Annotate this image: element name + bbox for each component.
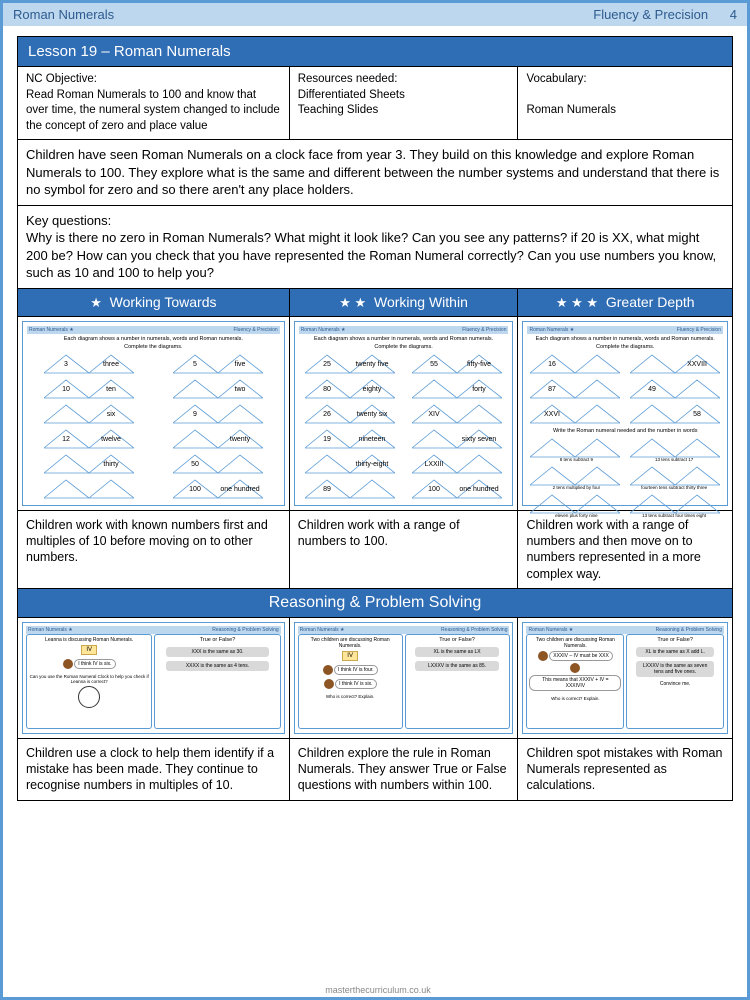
thumb-towards: Roman Numerals ★Fluency & Precision Each… — [18, 316, 290, 510]
lesson-title: Lesson 19 – Roman Numerals — [18, 37, 733, 67]
svg-text:twenty: twenty — [229, 436, 250, 443]
svg-text:eighty: eighty — [363, 386, 382, 393]
svg-text:forty: forty — [472, 386, 486, 393]
content: Lesson 19 – Roman Numerals NC Objective:… — [3, 26, 747, 811]
svg-text:XXVI: XXVI — [544, 411, 560, 418]
svg-text:fifty-five: fifty-five — [467, 361, 491, 368]
svg-text:9: 9 — [193, 411, 197, 418]
page-number: 4 — [730, 7, 737, 22]
reasoning-header: Reasoning & Problem Solving — [18, 588, 733, 617]
header-right: Fluency & Precision 4 — [593, 7, 737, 22]
thumb-greater: Roman Numerals ★Fluency & Precision Each… — [518, 316, 733, 510]
svg-text:five: five — [234, 361, 245, 368]
svg-text:10: 10 — [62, 386, 70, 393]
svg-text:XIV: XIV — [428, 411, 440, 418]
svg-text:5: 5 — [193, 361, 197, 368]
level-within-header: ★ ★ Working Within — [289, 288, 518, 316]
svg-text:three: three — [103, 361, 119, 368]
svg-text:LXXIII: LXXIII — [424, 461, 443, 468]
level-greater-header: ★ ★ ★ Greater Depth — [518, 288, 733, 316]
rps-thumb-2: Roman Numerals ★Reasoning & Problem Solv… — [289, 617, 518, 738]
svg-text:87: 87 — [548, 386, 556, 393]
svg-text:49: 49 — [648, 386, 656, 393]
svg-text:25: 25 — [323, 361, 331, 368]
svg-text:58: 58 — [693, 411, 701, 418]
svg-text:twenty six: twenty six — [357, 411, 388, 418]
vocab-cell: Vocabulary: Roman Numerals — [518, 67, 733, 140]
rps-desc-2: Children explore the rule in Roman Numer… — [289, 738, 518, 800]
svg-text:3: 3 — [64, 361, 68, 368]
svg-text:twenty five: twenty five — [356, 361, 389, 368]
desc-greater: Children work with a range of numbers an… — [518, 510, 733, 588]
svg-text:XXVIII: XXVIII — [687, 361, 707, 368]
rps-thumb-1: Roman Numerals ★Reasoning & Problem Solv… — [18, 617, 290, 738]
footer: masterthecurriculum.co.uk — [3, 985, 750, 995]
rps-desc-3: Children spot mistakes with Roman Numera… — [518, 738, 733, 800]
svg-text:100: 100 — [189, 486, 201, 493]
intro-text: Children have seen Roman Numerals on a c… — [18, 140, 733, 206]
svg-text:one hundred: one hundred — [459, 486, 498, 493]
svg-text:55: 55 — [430, 361, 438, 368]
svg-text:six: six — [107, 411, 116, 418]
top-header: Roman Numerals Fluency & Precision 4 — [3, 3, 747, 26]
svg-text:12: 12 — [62, 436, 70, 443]
resources-cell: Resources needed: Differentiated Sheets … — [289, 67, 518, 140]
svg-text:80: 80 — [323, 386, 331, 393]
level-towards-header: ★ Working Towards — [18, 288, 290, 316]
svg-text:50: 50 — [191, 461, 199, 468]
page: Roman Numerals Fluency & Precision 4 Les… — [0, 0, 750, 1000]
lesson-table: Lesson 19 – Roman Numerals NC Objective:… — [17, 36, 733, 801]
svg-text:ten: ten — [106, 386, 116, 393]
svg-text:thirty: thirty — [104, 461, 120, 468]
key-questions: Key questions: Why is there no zero in R… — [18, 205, 733, 288]
rps-thumb-3: Roman Numerals ★Reasoning & Problem Solv… — [518, 617, 733, 738]
thumb-within: Roman Numerals ★Fluency & Precision Each… — [289, 316, 518, 510]
svg-text:89: 89 — [323, 486, 331, 493]
svg-text:twelve: twelve — [101, 436, 121, 443]
desc-towards: Children work with known numbers first a… — [18, 510, 290, 588]
rps-desc-1: Children use a clock to help them identi… — [18, 738, 290, 800]
svg-text:thirty-eight: thirty-eight — [356, 461, 389, 468]
svg-text:16: 16 — [548, 361, 556, 368]
svg-text:100: 100 — [428, 486, 440, 493]
header-left: Roman Numerals — [13, 7, 114, 22]
svg-text:two: two — [234, 386, 245, 393]
svg-text:nineteen: nineteen — [359, 436, 386, 443]
objective-cell: NC Objective: Read Roman Numerals to 100… — [18, 67, 290, 140]
svg-text:19: 19 — [323, 436, 331, 443]
svg-text:26: 26 — [323, 411, 331, 418]
svg-text:sixty seven: sixty seven — [462, 436, 497, 443]
desc-within: Children work with a range of numbers to… — [289, 510, 518, 588]
svg-text:one hundred: one hundred — [220, 486, 259, 493]
